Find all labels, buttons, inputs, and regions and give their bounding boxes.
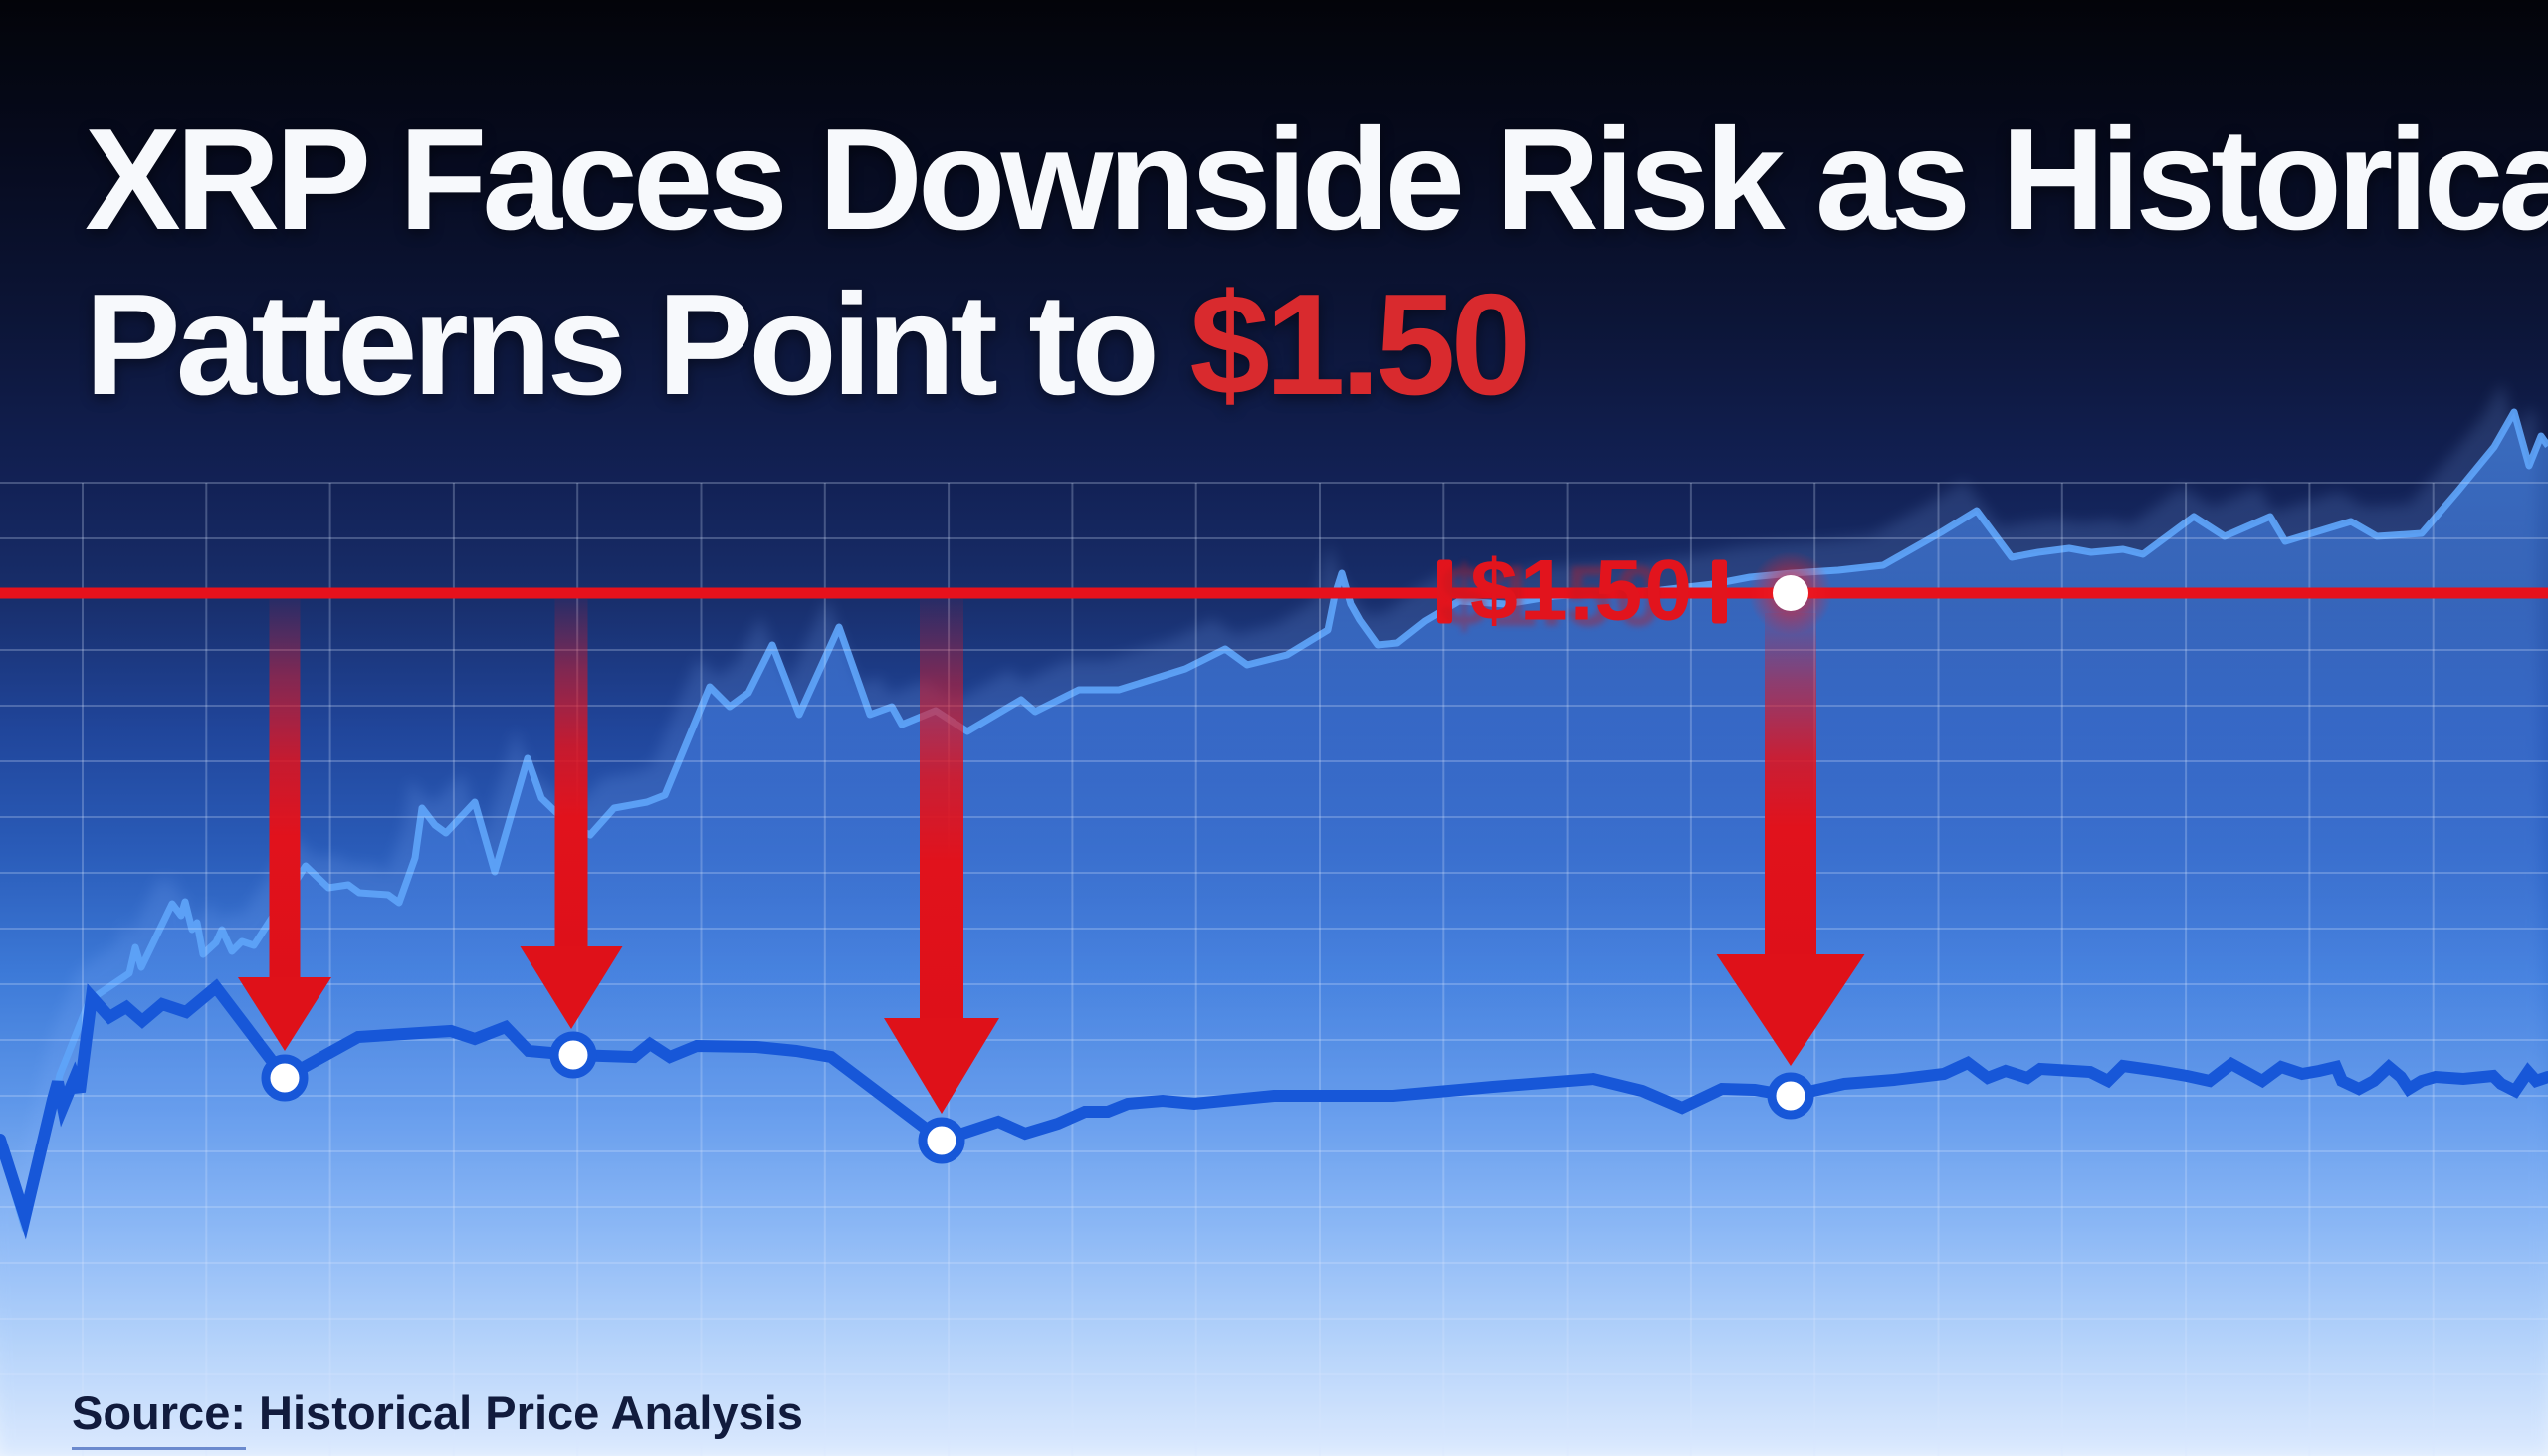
resistance-price-text: $1.50	[1470, 542, 1695, 639]
support-marker	[261, 1054, 309, 1102]
headline-price-highlight: $1.50	[1189, 264, 1531, 425]
source-label: Source:	[72, 1386, 246, 1450]
headline-line2-prefix: Patterns Point to	[85, 264, 1190, 425]
drop-arrow-shaft	[269, 599, 301, 981]
drop-arrow-head	[520, 946, 623, 1029]
price-area	[0, 412, 2548, 1456]
price-line	[0, 978, 2548, 1240]
support-marker	[918, 1117, 965, 1164]
support-marker	[1767, 1072, 1814, 1120]
drop-arrow-shaft	[1765, 613, 1816, 958]
drop-arrow-head	[1716, 954, 1865, 1066]
label-tick-bar-left	[1437, 559, 1452, 624]
source-attribution: Source: Historical Price Analysis	[72, 1385, 803, 1450]
resistance-price-text-wrap: $1.50 $1.50	[1440, 542, 1695, 645]
support-marker	[549, 1031, 597, 1079]
resistance-price-ghost: $1.50	[1440, 548, 1665, 645]
headline: XRP Faces Downside Risk as Historical Pa…	[85, 97, 2548, 427]
label-tick-bar-right	[1712, 559, 1728, 624]
drop-arrow-head	[884, 1018, 999, 1114]
price-area-edge	[0, 408, 2548, 1233]
resistance-line	[0, 587, 2548, 599]
headline-line1: XRP Faces Downside Risk as Historical	[85, 99, 2548, 260]
headline-line2: Patterns Point to $1.50	[85, 262, 2548, 427]
source-text: Historical Price Analysis	[246, 1386, 803, 1439]
drop-arrow-shaft	[554, 599, 588, 950]
drop-arrow-head	[238, 977, 331, 1051]
breakdown-start-marker	[1773, 575, 1808, 611]
resistance-price-label: $1.50 $1.50	[1437, 542, 1728, 645]
drop-arrow-shaft	[920, 599, 963, 1022]
